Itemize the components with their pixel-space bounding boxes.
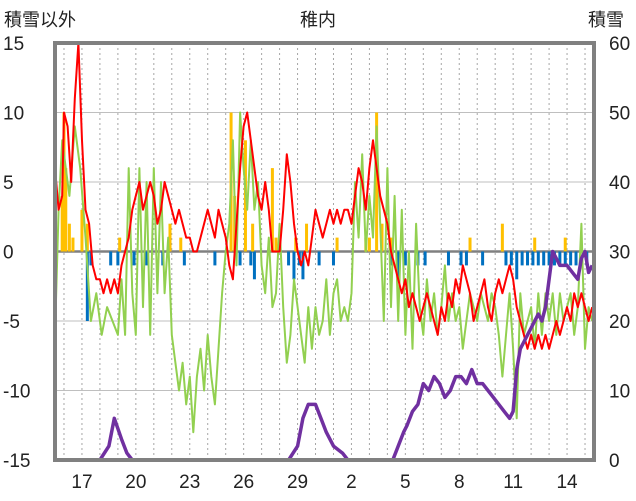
bar-change (504, 251, 508, 266)
x-tick-label: 20 (125, 472, 146, 493)
bar-precip (500, 223, 504, 252)
x-tick-label: 29 (287, 472, 308, 493)
bar-change (563, 251, 567, 266)
bar-change (292, 251, 296, 280)
bar-change (536, 251, 540, 266)
bar-precip (251, 223, 255, 252)
bar-precip (60, 195, 64, 252)
bar-change (531, 251, 535, 266)
bar-precip (380, 223, 384, 252)
x-tick-label: 8 (454, 472, 465, 493)
bar-change (396, 251, 400, 280)
bar-change (542, 251, 546, 266)
bar-change (403, 251, 407, 266)
y-left-tick-label: 15 (3, 34, 24, 55)
x-tick-label: 14 (556, 472, 578, 493)
bar-precip (64, 168, 68, 252)
y-right-tick-label: 60 (609, 34, 630, 55)
y-right-tick-label: 20 (609, 312, 630, 333)
bar-precip (71, 237, 75, 252)
bar-precip (468, 237, 472, 252)
chart-title: 稚内 (300, 10, 336, 31)
bar-change (301, 251, 305, 280)
bar-change (464, 251, 468, 266)
bar-change (547, 251, 551, 266)
bar-change (249, 251, 253, 266)
bar-precip (270, 168, 274, 252)
x-tick-label: 26 (233, 472, 254, 493)
y-left-tick-label: -10 (3, 382, 30, 403)
bar-precip (305, 223, 309, 252)
bar-precip (168, 223, 172, 252)
bar-change (520, 251, 524, 266)
y-left-tick-label: -15 (3, 451, 30, 472)
bar-precip (85, 223, 89, 252)
plot-frame (53, 41, 596, 462)
bar-change (252, 251, 256, 280)
bar-change (287, 251, 291, 266)
bar-change (459, 251, 463, 266)
bar-change (317, 251, 321, 266)
bar-change (85, 251, 89, 321)
x-tick-label: 2 (346, 472, 357, 493)
y-left-tick-label: -5 (3, 312, 20, 333)
bar-precip (375, 112, 379, 252)
bar-precip (179, 237, 183, 252)
y-right-tick-label: 10 (609, 382, 630, 403)
bar-precip (367, 237, 371, 252)
bar-precip (563, 237, 567, 252)
bar-precip (80, 209, 84, 252)
bar-change (509, 251, 513, 266)
bar-change (116, 251, 120, 266)
bar-change (182, 251, 186, 266)
x-tick-label: 23 (179, 472, 200, 493)
x-tick-label: 17 (71, 472, 92, 493)
y-right-tick-label: 40 (609, 173, 630, 194)
bar-change (389, 251, 393, 266)
series-line-1 (54, 42, 594, 350)
right-axis-label: 積雪 (588, 10, 624, 31)
left-axis-label: 積雪以外 (4, 10, 76, 31)
bar-precip (533, 237, 537, 252)
bar-change (558, 251, 562, 266)
bar-change (515, 251, 519, 280)
y-right-tick-label: 50 (609, 104, 630, 125)
bar-precip (118, 237, 122, 252)
bar-precip (62, 112, 66, 252)
bar-change (331, 251, 335, 266)
bar-change (89, 251, 93, 266)
series-line-0 (54, 111, 594, 434)
bar-change (526, 251, 530, 266)
y-left-tick-label: 5 (3, 173, 14, 194)
y-right-tick-label: 0 (609, 451, 620, 472)
y-left-tick-label: 0 (3, 243, 14, 264)
bar-change (481, 251, 485, 266)
bar-change (423, 251, 427, 266)
bar-change (132, 251, 136, 266)
x-tick-label: 5 (400, 472, 411, 493)
bar-precip (67, 223, 71, 252)
bar-change (574, 251, 578, 266)
bar-precip (274, 237, 278, 252)
y-right-tick-label: 30 (609, 243, 630, 264)
bar-change (109, 251, 113, 266)
bar-change (145, 251, 149, 266)
bar-precip (335, 237, 339, 252)
bar-change (238, 251, 242, 266)
bar-change (446, 251, 450, 266)
y-left-tick-label: 10 (3, 104, 24, 125)
bar-change (569, 251, 573, 266)
x-tick-label: 11 (503, 472, 523, 493)
bar-change (213, 251, 217, 266)
